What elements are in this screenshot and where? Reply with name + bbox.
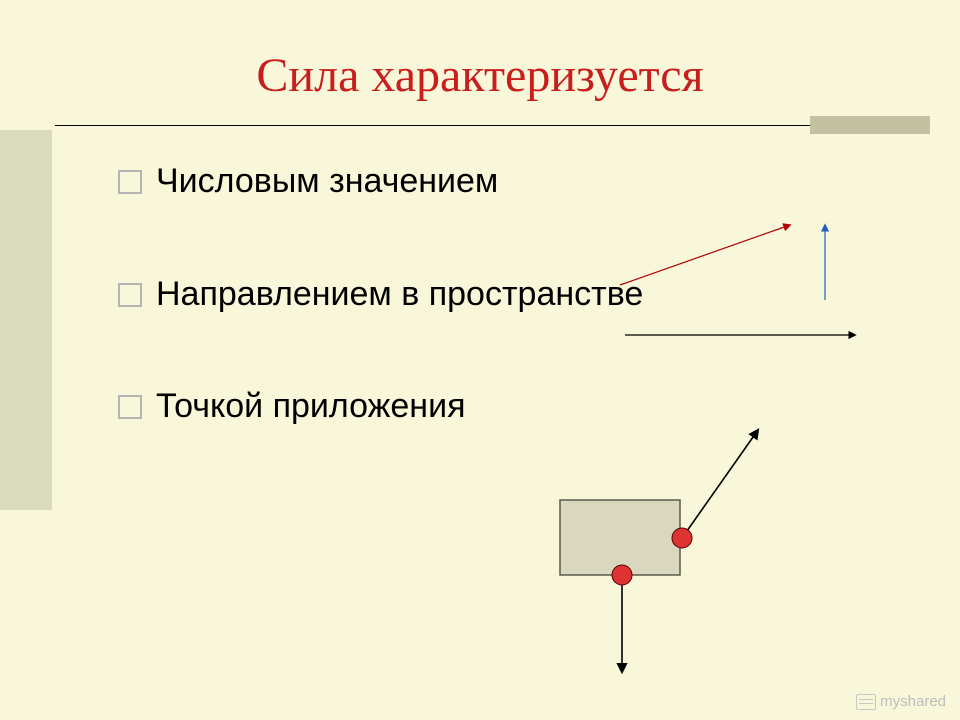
bullet-item: Направлением в пространстве — [118, 273, 818, 316]
watermark-text: myshared — [880, 693, 946, 710]
horizontal-rule — [55, 125, 925, 126]
slide-root: Сила характеризуется Числовым значением … — [0, 0, 960, 720]
bullet-text: Точкой приложения — [156, 385, 466, 428]
bullet-square-icon — [118, 395, 142, 419]
slide-title: Сила характеризуется — [0, 50, 960, 103]
bullet-text: Числовым значением — [156, 160, 498, 203]
accent-bar — [810, 116, 930, 134]
bullet-item: Числовым значением — [118, 160, 818, 203]
watermark: myshared — [856, 693, 946, 710]
watermark-icon — [856, 694, 876, 710]
bullet-text: Направлением в пространстве — [156, 273, 643, 316]
bullet-item: Точкой приложения — [118, 385, 818, 428]
bullet-square-icon — [118, 283, 142, 307]
bullet-square-icon — [118, 170, 142, 194]
bullet-list: Числовым значением Направлением в простр… — [118, 160, 818, 498]
sidebar-decoration — [0, 130, 52, 510]
